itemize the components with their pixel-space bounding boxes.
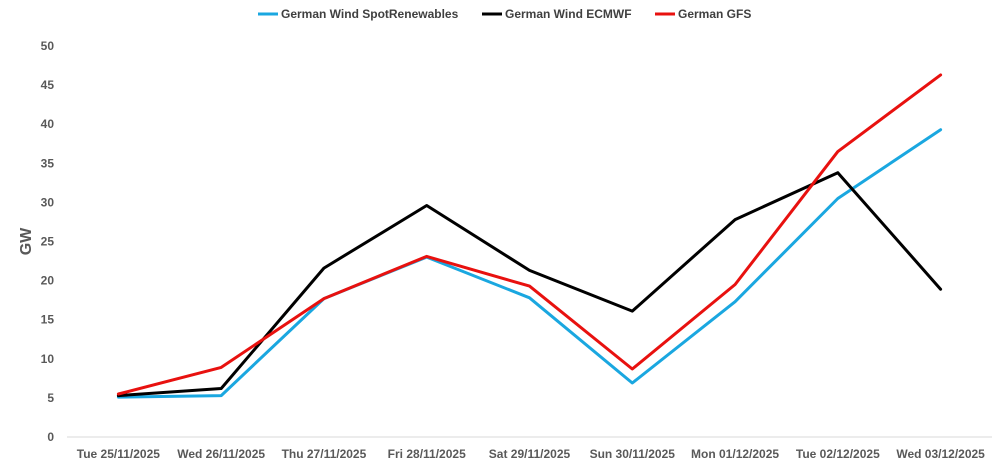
x-tick-label: Tue 02/12/2025 <box>796 447 880 461</box>
series-group <box>116 73 943 399</box>
x-tick-label: Sat 29/11/2025 <box>489 447 571 461</box>
x-tick-label: Tue 25/11/2025 <box>77 447 161 461</box>
y-tick-label: 15 <box>41 313 55 327</box>
y-tick-label: 50 <box>41 39 55 53</box>
y-axis-title: GW <box>18 227 35 255</box>
series-line-3 <box>116 73 943 396</box>
y-tick-label: 5 <box>47 391 54 405</box>
x-tick-label: Mon 01/12/2025 <box>691 447 779 461</box>
y-tick-label: 40 <box>41 117 55 131</box>
legend-label: German GFS <box>678 7 751 21</box>
y-tick-label: 30 <box>41 195 55 209</box>
y-tick-label: 10 <box>41 352 55 366</box>
legend: German Wind SpotRenewables German Wind EC… <box>258 7 751 21</box>
y-axis: 0 5 10 15 20 25 30 35 40 45 50 <box>41 39 55 444</box>
x-axis: Tue 25/11/2025 Wed 26/11/2025 Thu 27/11/20… <box>77 447 985 461</box>
y-tick-label: 20 <box>41 274 55 288</box>
series-line-1 <box>116 128 943 399</box>
y-tick-label: 25 <box>41 235 55 249</box>
x-tick-label: Fri 28/11/2025 <box>388 447 466 461</box>
legend-label: German Wind ECMWF <box>505 7 632 21</box>
y-tick-label: 0 <box>47 430 54 444</box>
x-tick-label: Sun 30/11/2025 <box>590 447 676 461</box>
series-line-2 <box>116 171 943 398</box>
x-tick-label: Wed 03/12/2025 <box>896 447 985 461</box>
x-tick-label: Thu 27/11/2025 <box>282 447 367 461</box>
legend-label: German Wind SpotRenewables <box>281 7 459 21</box>
y-tick-label: 45 <box>41 78 55 92</box>
y-tick-label: 35 <box>41 156 55 170</box>
x-tick-label: Wed 26/11/2025 <box>177 447 265 461</box>
